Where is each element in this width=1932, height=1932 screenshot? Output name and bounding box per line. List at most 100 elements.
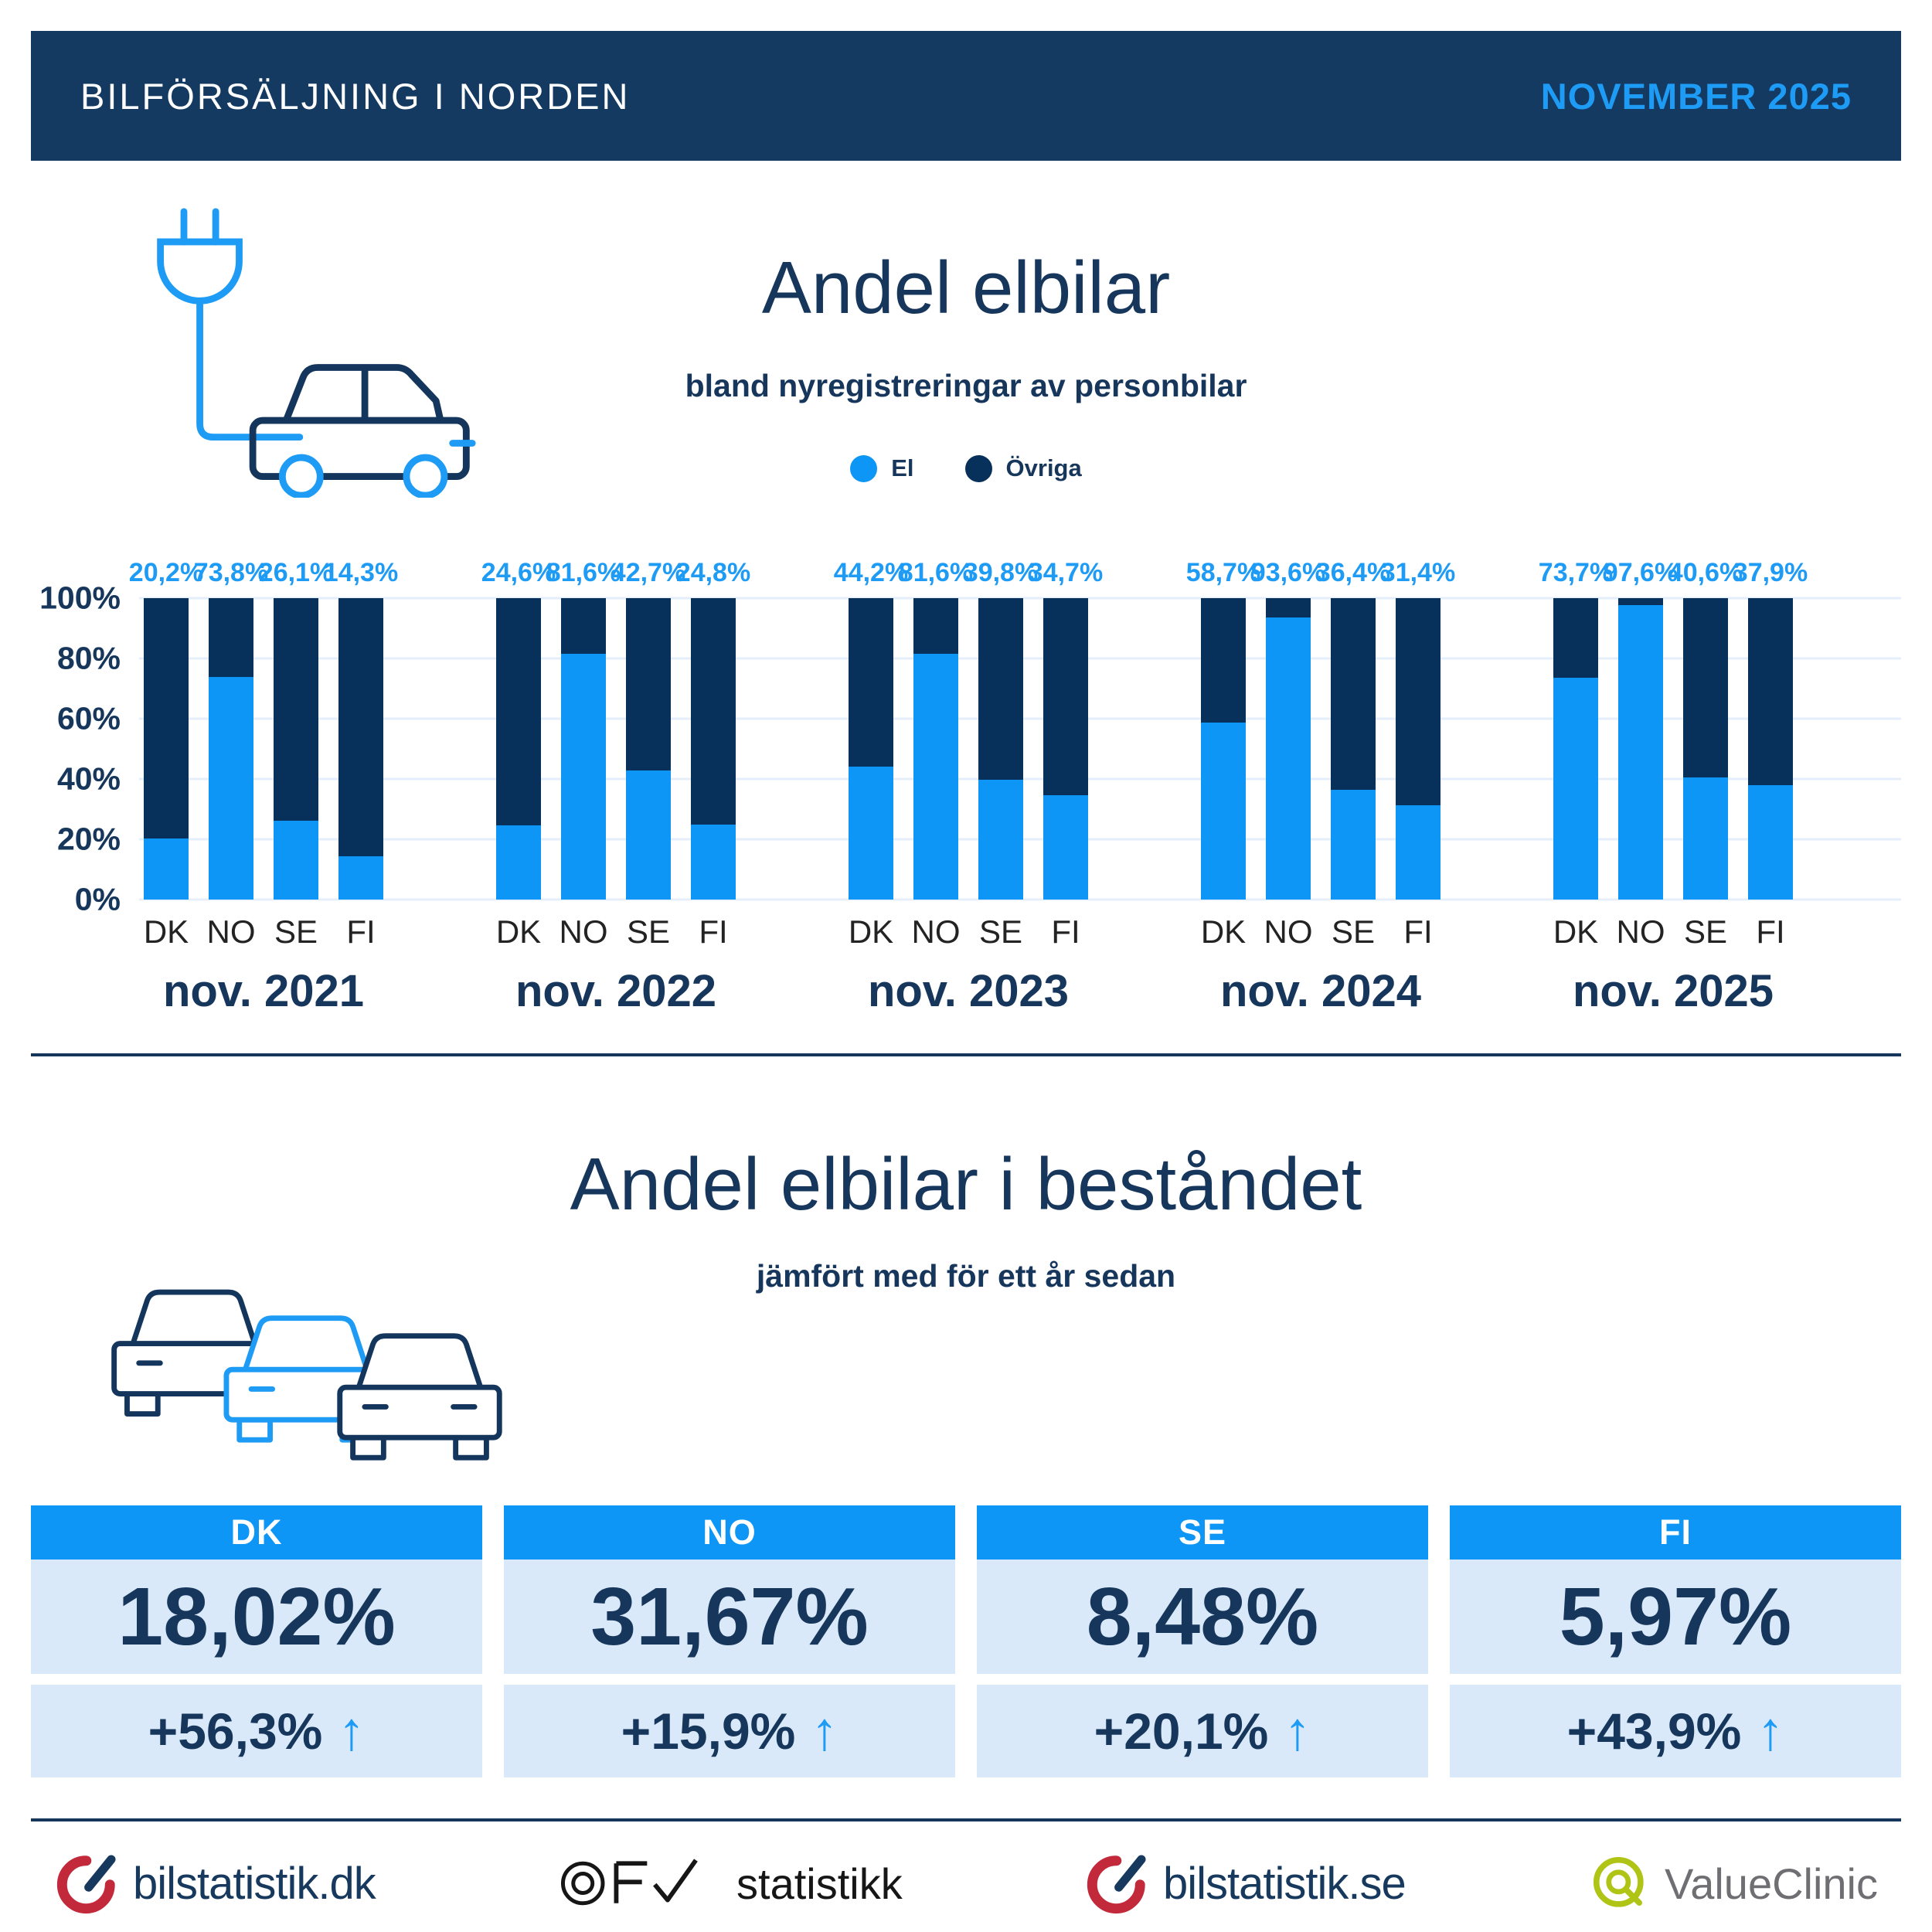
chart-subtitle: bland nyregistreringar av personbilar — [685, 368, 1247, 403]
card-change-value: +20,1% ↑ — [977, 1685, 1428, 1777]
y-axis-tick: 20% — [56, 821, 121, 857]
ovriga-segment — [274, 598, 318, 821]
speedometer-icon — [56, 1855, 116, 1914]
card-share-value: 18,02% — [31, 1560, 482, 1674]
el-segment — [1043, 794, 1088, 900]
legend-label: Övriga — [1005, 454, 1082, 481]
bar-NO-nov-2022: 81,6% NO — [546, 558, 621, 950]
bar-value-label: 97,6% — [1603, 558, 1679, 587]
ovriga-segment — [978, 598, 1023, 780]
legend-dot-icon — [850, 454, 878, 482]
valueclinic-mark-icon — [1593, 1856, 1644, 1907]
electric-car-plug-icon — [157, 208, 476, 498]
ovriga-segment — [561, 598, 606, 654]
bar-NO-nov-2025: 97,6% NO — [1604, 558, 1678, 950]
bar-FI-nov-2024: 31,4% FI — [1381, 558, 1455, 950]
y-axis-tick: 80% — [56, 640, 121, 676]
bar-value-label: 93,6% — [1250, 558, 1326, 587]
bar-value-label: 81,6% — [898, 558, 974, 587]
bar-DK-nov-2021: 20,2% DK — [129, 558, 203, 950]
bars-row: 44,2% DK 81,6% NO 39,8% SE 34,7% FI — [834, 558, 1196, 950]
bar-value-label: 39,8% — [963, 558, 1039, 587]
bar-value-label: 34,7% — [1028, 558, 1104, 587]
bar-value-label: 58,7% — [1185, 558, 1261, 587]
bar-value-label: 73,7% — [1538, 558, 1614, 587]
bar-NO-nov-2021: 73,8% NO — [194, 558, 268, 950]
bar-value-label: 20,2% — [128, 558, 204, 587]
ovriga-segment — [338, 598, 383, 857]
header-bar: BILFÖRSÄLJNING I NORDEN NOVEMBER 2025 — [31, 31, 1901, 161]
card-share-value: 31,67% — [504, 1560, 955, 1674]
country-label: DK — [143, 913, 189, 950]
fleet-section-title: Andel elbilar i beståndet — [570, 1143, 1362, 1226]
el-segment — [849, 766, 893, 900]
card-change-value: +43,9% ↑ — [1450, 1685, 1901, 1777]
ovriga-segment — [691, 598, 736, 825]
stat-card-dk: DK 18,02% +56,3% ↑ — [31, 1505, 482, 1777]
gridline — [139, 597, 1901, 600]
bar-value-label: 14,3% — [323, 558, 399, 587]
ovriga-segment — [1331, 598, 1376, 791]
gridline — [139, 898, 1901, 901]
up-arrow-icon: ↑ — [1757, 1701, 1784, 1761]
ovriga-segment — [496, 598, 541, 826]
bar-value-label: 73,8% — [193, 558, 269, 587]
el-segment — [274, 821, 318, 900]
ovriga-segment — [913, 598, 958, 654]
bar-value-label: 37,9% — [1733, 558, 1808, 587]
el-segment — [1748, 785, 1793, 900]
bar-DK-nov-2025: 73,7% DK — [1539, 558, 1613, 950]
change-text: +20,1% — [1094, 1702, 1269, 1760]
stat-card-fi: FI 5,97% +43,9% ↑ — [1450, 1505, 1901, 1777]
page-title: BILFÖRSÄLJNING I NORDEN — [80, 75, 631, 117]
y-axis-tick: 100% — [39, 580, 121, 616]
country-label: NO — [1264, 913, 1313, 950]
ovriga-segment — [1201, 598, 1246, 723]
ovriga-segment — [1266, 598, 1311, 617]
country-label: SE — [1331, 913, 1376, 950]
country-label: NO — [559, 913, 608, 950]
logo-ofv-statistikk: statistikk — [557, 1851, 903, 1916]
change-text: +43,9% — [1566, 1702, 1742, 1760]
country-label: DK — [1200, 913, 1247, 950]
country-label: NO — [911, 913, 961, 950]
country-stat-cards: DK 18,02% +56,3% ↑ NO 31,67% +15,9% ↑ SE… — [31, 1505, 1901, 1777]
logo-valueclinic: ValueClinic — [1587, 1851, 1878, 1916]
bar-NO-nov-2024: 93,6% NO — [1251, 558, 1325, 950]
ovriga-segment — [1618, 598, 1663, 606]
year-label: nov. 2021 — [162, 966, 365, 1016]
el-segment — [1553, 677, 1598, 900]
footer-divider — [31, 1818, 1901, 1821]
el-segment — [1396, 804, 1440, 900]
country-label: NO — [1616, 913, 1665, 950]
y-axis: 100% 80% 60% 40% 20% 0% — [31, 580, 139, 917]
country-label: SE — [626, 913, 671, 950]
y-axis-tick: 60% — [56, 700, 121, 736]
bar-DK-nov-2022: 24,6% DK — [481, 558, 556, 950]
card-country-header: FI — [1450, 1505, 1901, 1560]
ovriga-segment — [1396, 598, 1440, 805]
plot-area: 20,2% DK 73,8% NO 26,1% SE 14,3% FI nov. 2021 24,… — [129, 558, 1901, 1016]
bars-row: 73,7% DK 97,6% NO 40,6% SE 37,9% FI — [1539, 558, 1901, 950]
country-label: FI — [1756, 913, 1785, 950]
logo-text: statistikk — [736, 1859, 903, 1908]
chart-group-nov-2023: 44,2% DK 81,6% NO 39,8% SE 34,7% FI nov. 2023 — [834, 558, 1196, 1016]
bar-value-label: 36,4% — [1315, 558, 1391, 587]
chart-group-nov-2024: 58,7% DK 93,6% NO 36,4% SE 31,4% FI nov. 2024 — [1186, 558, 1549, 1016]
bar-SE-nov-2024: 36,4% SE — [1316, 558, 1390, 950]
stat-card-se: SE 8,48% +20,1% ↑ — [977, 1505, 1428, 1777]
ovriga-segment — [1043, 598, 1088, 795]
bar-value-label: 44,2% — [833, 558, 909, 587]
bar-value-label: 24,6% — [481, 558, 556, 587]
card-change-value: +56,3% ↑ — [31, 1685, 482, 1777]
car-fleet-icon — [111, 1289, 502, 1461]
stacked-bar-chart: 100% 80% 60% 40% 20% 0% 20,2% DK 73,8% NO 26,1% SE… — [31, 550, 1901, 1023]
legend-item-övriga: Övriga — [964, 454, 1082, 482]
logo-bilstatistik-se: bilstatistik.se — [1084, 1850, 1406, 1917]
bar-SE-nov-2023: 39,8% SE — [964, 558, 1038, 950]
el-segment — [1201, 723, 1246, 900]
country-label: SE — [978, 913, 1023, 950]
logo-text: bilstatistik.dk — [133, 1858, 376, 1909]
ovriga-segment — [1748, 598, 1793, 786]
el-segment — [1683, 777, 1728, 900]
